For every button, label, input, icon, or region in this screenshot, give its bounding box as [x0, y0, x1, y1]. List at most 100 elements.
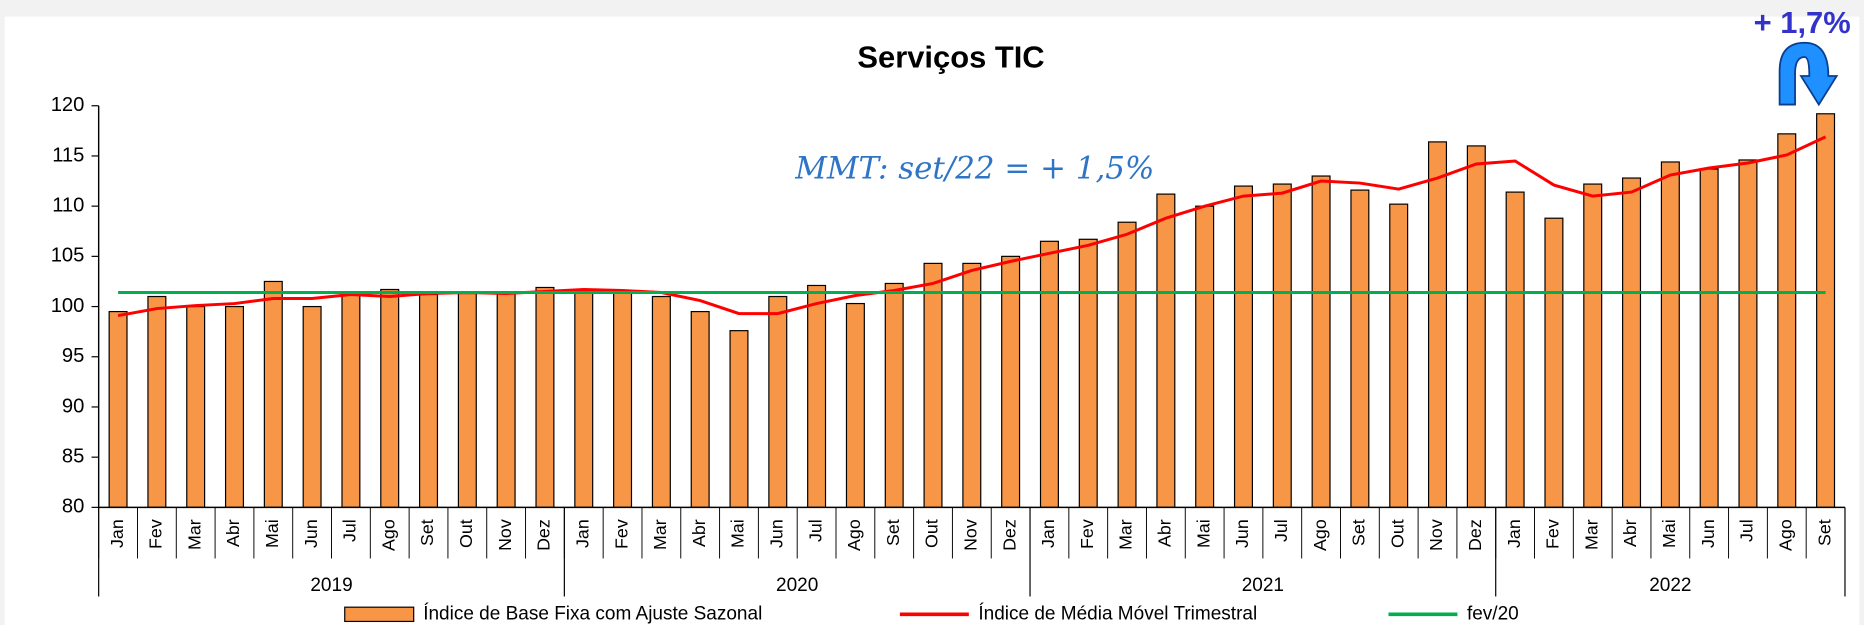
y-tick-label: 115 — [52, 144, 84, 166]
x-tick-label: Jan — [572, 519, 592, 548]
bar — [1544, 217, 1564, 508]
x-tick-label: Nov — [495, 519, 515, 551]
bar — [380, 288, 400, 508]
x-tick-label: Jun — [1698, 519, 1718, 548]
x-tick-label: Set — [417, 519, 437, 546]
x-tick-label: Mar — [650, 519, 670, 550]
x-tick-label: Ago — [1310, 519, 1330, 551]
x-tick-label: Dez — [999, 519, 1019, 551]
bar — [535, 286, 555, 508]
bar — [263, 280, 283, 508]
x-tick-label: Abr — [1620, 519, 1640, 547]
x-tick-label: Set — [883, 519, 903, 546]
x-tick-label: Out — [922, 519, 942, 548]
bar — [690, 310, 710, 508]
bar — [1350, 189, 1370, 508]
bar — [1389, 203, 1409, 508]
x-tick-label: Dez — [534, 519, 554, 551]
x-tick-label: Jun — [301, 519, 321, 548]
chart-title: Serviços TIC — [857, 40, 1044, 75]
y-tick-label: 95 — [62, 345, 84, 367]
bar — [1272, 183, 1292, 508]
bar — [341, 293, 361, 508]
bar — [1001, 255, 1021, 508]
bar — [1660, 161, 1680, 508]
bar — [302, 305, 322, 508]
x-tick-label: Out — [1387, 519, 1407, 548]
bar — [729, 330, 749, 508]
x-tick-label: Ago — [844, 519, 864, 551]
y-tick-label: 85 — [62, 446, 84, 468]
y-tick-label: 110 — [52, 195, 84, 217]
y-tick-label: 105 — [51, 245, 85, 267]
bar — [651, 295, 671, 508]
x-tick-label: Jul — [1271, 519, 1291, 542]
bar — [923, 262, 943, 508]
x-tick-label: Fev — [1077, 519, 1097, 549]
bar — [884, 282, 904, 508]
x-tick-label: Ago — [1775, 519, 1795, 551]
x-tick-label: Jun — [1232, 519, 1252, 548]
x-tick-label: Jul — [1737, 519, 1757, 542]
bar — [1583, 183, 1603, 508]
bar — [457, 292, 477, 508]
bar — [108, 310, 128, 508]
x-tick-label: Fev — [146, 519, 166, 549]
year-label: 2021 — [1242, 575, 1284, 596]
line — [117, 135, 1827, 318]
bar — [1233, 185, 1253, 508]
legend-label: Índice de Base Fixa com Ajuste Sazonal — [423, 603, 762, 624]
bar — [224, 305, 245, 508]
annotation: MMT: set/22 = + 1,5% — [794, 150, 1154, 186]
x-tick-label: Mai — [1193, 519, 1213, 548]
bar — [1195, 205, 1215, 508]
bar — [1622, 177, 1642, 508]
x-tick-label: Jan — [1504, 519, 1524, 548]
legend-swatch — [344, 606, 415, 623]
x-tick-label: Fev — [1543, 519, 1563, 549]
x-tick-label: Jan — [107, 519, 127, 548]
year-label: 2022 — [1649, 575, 1691, 596]
bar — [1427, 141, 1448, 508]
bar — [1816, 113, 1836, 508]
x-tick-label: Jun — [766, 519, 786, 548]
bar — [845, 302, 865, 508]
x-tick-label: Mar — [1581, 519, 1601, 550]
bar — [1156, 193, 1176, 508]
y-tick-label: 80 — [62, 496, 84, 518]
x-tick-label: Mar — [1116, 519, 1136, 550]
y-tick-label: 90 — [62, 395, 84, 417]
x-tick-label: Out — [456, 519, 476, 548]
arrow-icon — [1778, 41, 1839, 107]
bar — [807, 284, 827, 508]
bar — [1466, 145, 1486, 508]
x-tick-label: Jul — [805, 519, 825, 542]
year-label: 2020 — [776, 575, 818, 596]
bar — [147, 295, 167, 508]
bar — [768, 295, 788, 508]
x-tick-label: Dez — [1465, 519, 1485, 551]
bar — [1039, 240, 1059, 508]
bar — [1117, 221, 1137, 508]
bar — [496, 292, 516, 508]
x-tick-label: Set — [1814, 519, 1834, 546]
x-tick-label: Jan — [1038, 519, 1058, 548]
x-tick-label: Ago — [378, 519, 398, 551]
bar — [186, 305, 206, 508]
bar — [1777, 133, 1797, 508]
y-tick-label: 120 — [51, 94, 85, 116]
year-label: 2019 — [310, 575, 352, 596]
annotation: + 1,7% — [1754, 5, 1851, 40]
x-tick-label: Mai — [728, 519, 748, 548]
bar — [613, 289, 633, 508]
x-tick-label: Abr — [223, 519, 243, 547]
x-tick-label: Mai — [1659, 519, 1679, 548]
bar — [1078, 238, 1098, 508]
bar — [1699, 168, 1719, 508]
bar — [1505, 191, 1525, 508]
bar — [419, 293, 439, 508]
x-tick-label: Abr — [689, 519, 709, 547]
legend-label: fev/20 — [1467, 603, 1519, 624]
bar — [574, 289, 594, 508]
x-tick-label: Mai — [262, 519, 282, 548]
